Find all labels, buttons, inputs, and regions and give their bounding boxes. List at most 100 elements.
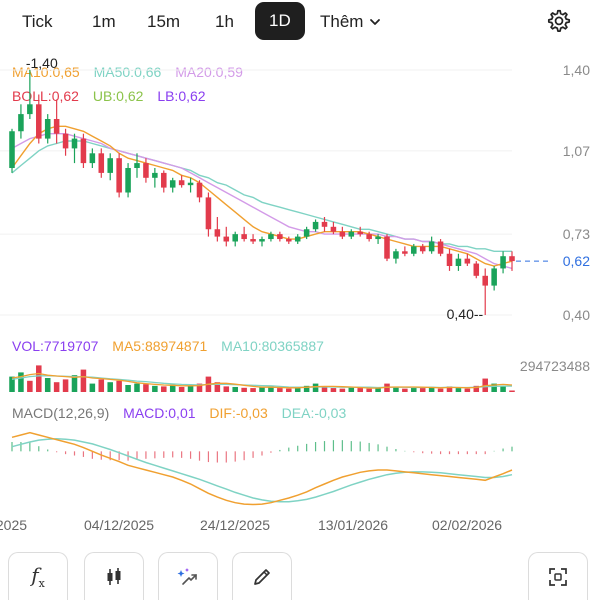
candle xyxy=(393,248,399,264)
gear-icon[interactable] xyxy=(546,8,572,34)
candle-body xyxy=(348,231,355,237)
candlestick-type-button[interactable] xyxy=(84,552,144,600)
ma-legend: MA10:0,65 MA50:0,66 MA20:0,59 xyxy=(12,64,253,80)
drawing-tool-button[interactable] xyxy=(232,552,292,600)
candle-body xyxy=(223,236,230,242)
volume-bar xyxy=(18,372,24,392)
volume-bar xyxy=(44,378,51,392)
candle-body xyxy=(107,158,113,173)
volume-bar xyxy=(259,387,265,392)
volume-bar xyxy=(36,365,42,392)
volume-bar xyxy=(330,388,337,392)
volume-bar xyxy=(214,382,221,392)
volume-bar xyxy=(277,388,283,392)
tab-1d[interactable]: 1D xyxy=(255,2,305,40)
volume-bar xyxy=(241,387,247,392)
candle-body xyxy=(116,158,122,193)
tab-tick[interactable]: Tick xyxy=(22,12,53,31)
candle-body xyxy=(187,182,194,186)
candle xyxy=(500,251,506,274)
candle xyxy=(402,246,408,257)
tab-1h[interactable]: 1h xyxy=(215,12,234,31)
boll-value: BOLL:0,62 xyxy=(12,88,79,104)
macd-params: MACD(12,26,9) xyxy=(12,405,110,421)
candle xyxy=(62,128,69,156)
macd-legend: MACD(12,26,9) MACD:0,01 DIF:-0,03 DEA:-0… xyxy=(12,405,356,421)
volume-bar xyxy=(232,386,238,392)
volume-bar xyxy=(312,383,319,392)
candle xyxy=(482,268,488,315)
candle-body xyxy=(259,239,265,242)
volume-bar xyxy=(250,388,256,392)
volume-bar xyxy=(27,380,33,392)
candle-body xyxy=(419,246,426,252)
tab-15m[interactable]: 15m xyxy=(147,12,181,31)
candle-body xyxy=(178,180,185,186)
volume-bar xyxy=(437,388,444,392)
volume-max-label: 294723488 xyxy=(520,358,590,374)
ma10-legend: MA10:0,65 xyxy=(12,64,80,80)
ma10-line xyxy=(11,125,513,267)
candle-body xyxy=(268,234,274,240)
volume-bar xyxy=(152,385,158,392)
candle xyxy=(348,229,355,240)
candle-body xyxy=(196,182,203,198)
candle xyxy=(36,94,42,144)
volume-ma5-line xyxy=(11,372,513,389)
candle-body xyxy=(205,197,212,230)
volume-bar xyxy=(411,387,417,392)
volume-bar xyxy=(187,385,194,392)
candle xyxy=(366,231,372,242)
candle xyxy=(134,153,140,178)
tab-1m[interactable]: 1m xyxy=(92,12,116,31)
candle-body xyxy=(232,234,238,242)
candle-body xyxy=(169,180,176,188)
candle-body xyxy=(143,163,149,178)
volume-bar xyxy=(286,388,292,392)
date-axis-label: 02/02/2026 xyxy=(432,517,502,533)
candle xyxy=(411,243,417,257)
price-axis-label: 1,07 xyxy=(563,143,590,159)
volume-bar xyxy=(393,386,399,392)
candle-body xyxy=(53,119,60,134)
volume-bar xyxy=(321,386,328,392)
candle xyxy=(214,217,221,242)
date-axis-label: 13/01/2026 xyxy=(318,517,388,533)
dif-value: DIF:-0,03 xyxy=(209,405,268,421)
candle-body xyxy=(482,275,488,286)
volume-bar xyxy=(348,387,355,392)
candle-body xyxy=(241,234,247,240)
candle xyxy=(419,243,426,254)
high-price-label: -1,40 xyxy=(26,55,58,71)
vol-ma10-value: MA10:80365887 xyxy=(221,338,324,354)
tab-more[interactable]: Thêm xyxy=(320,8,381,36)
indicator-function-button[interactable]: fx xyxy=(8,552,68,600)
price-axis-label: 1,40 xyxy=(563,62,590,78)
volume-bar xyxy=(196,383,203,392)
ma20-line xyxy=(11,132,513,270)
dea-line xyxy=(11,437,513,503)
candle xyxy=(464,253,471,266)
fullscreen-button[interactable] xyxy=(528,552,588,600)
ai-analysis-button[interactable] xyxy=(158,552,218,600)
candle xyxy=(125,163,131,198)
candle-body xyxy=(27,104,33,115)
candle-body xyxy=(384,236,390,259)
volume-bar xyxy=(53,382,60,392)
candle-body xyxy=(402,251,408,254)
volume-bar xyxy=(419,388,426,392)
candle xyxy=(277,231,283,242)
chart-toolbar: fx xyxy=(0,552,600,600)
volume-bar xyxy=(134,383,140,392)
price-axis-label: 0,73 xyxy=(563,226,590,242)
candle xyxy=(18,104,24,139)
candle xyxy=(116,153,122,198)
stock-chart[interactable]: 1,40 1,07 0,73 0,40 -1,40 0,40-- 0,62 294723488… xyxy=(0,40,600,540)
candle xyxy=(259,236,265,247)
candle xyxy=(44,114,51,144)
volume-bar xyxy=(294,387,301,392)
candle-body xyxy=(428,241,435,252)
candle xyxy=(241,226,247,242)
boll-legend: BOLL:0,62 UB:0,62 LB:0,62 xyxy=(12,88,216,104)
magic-wand-icon xyxy=(177,567,197,585)
